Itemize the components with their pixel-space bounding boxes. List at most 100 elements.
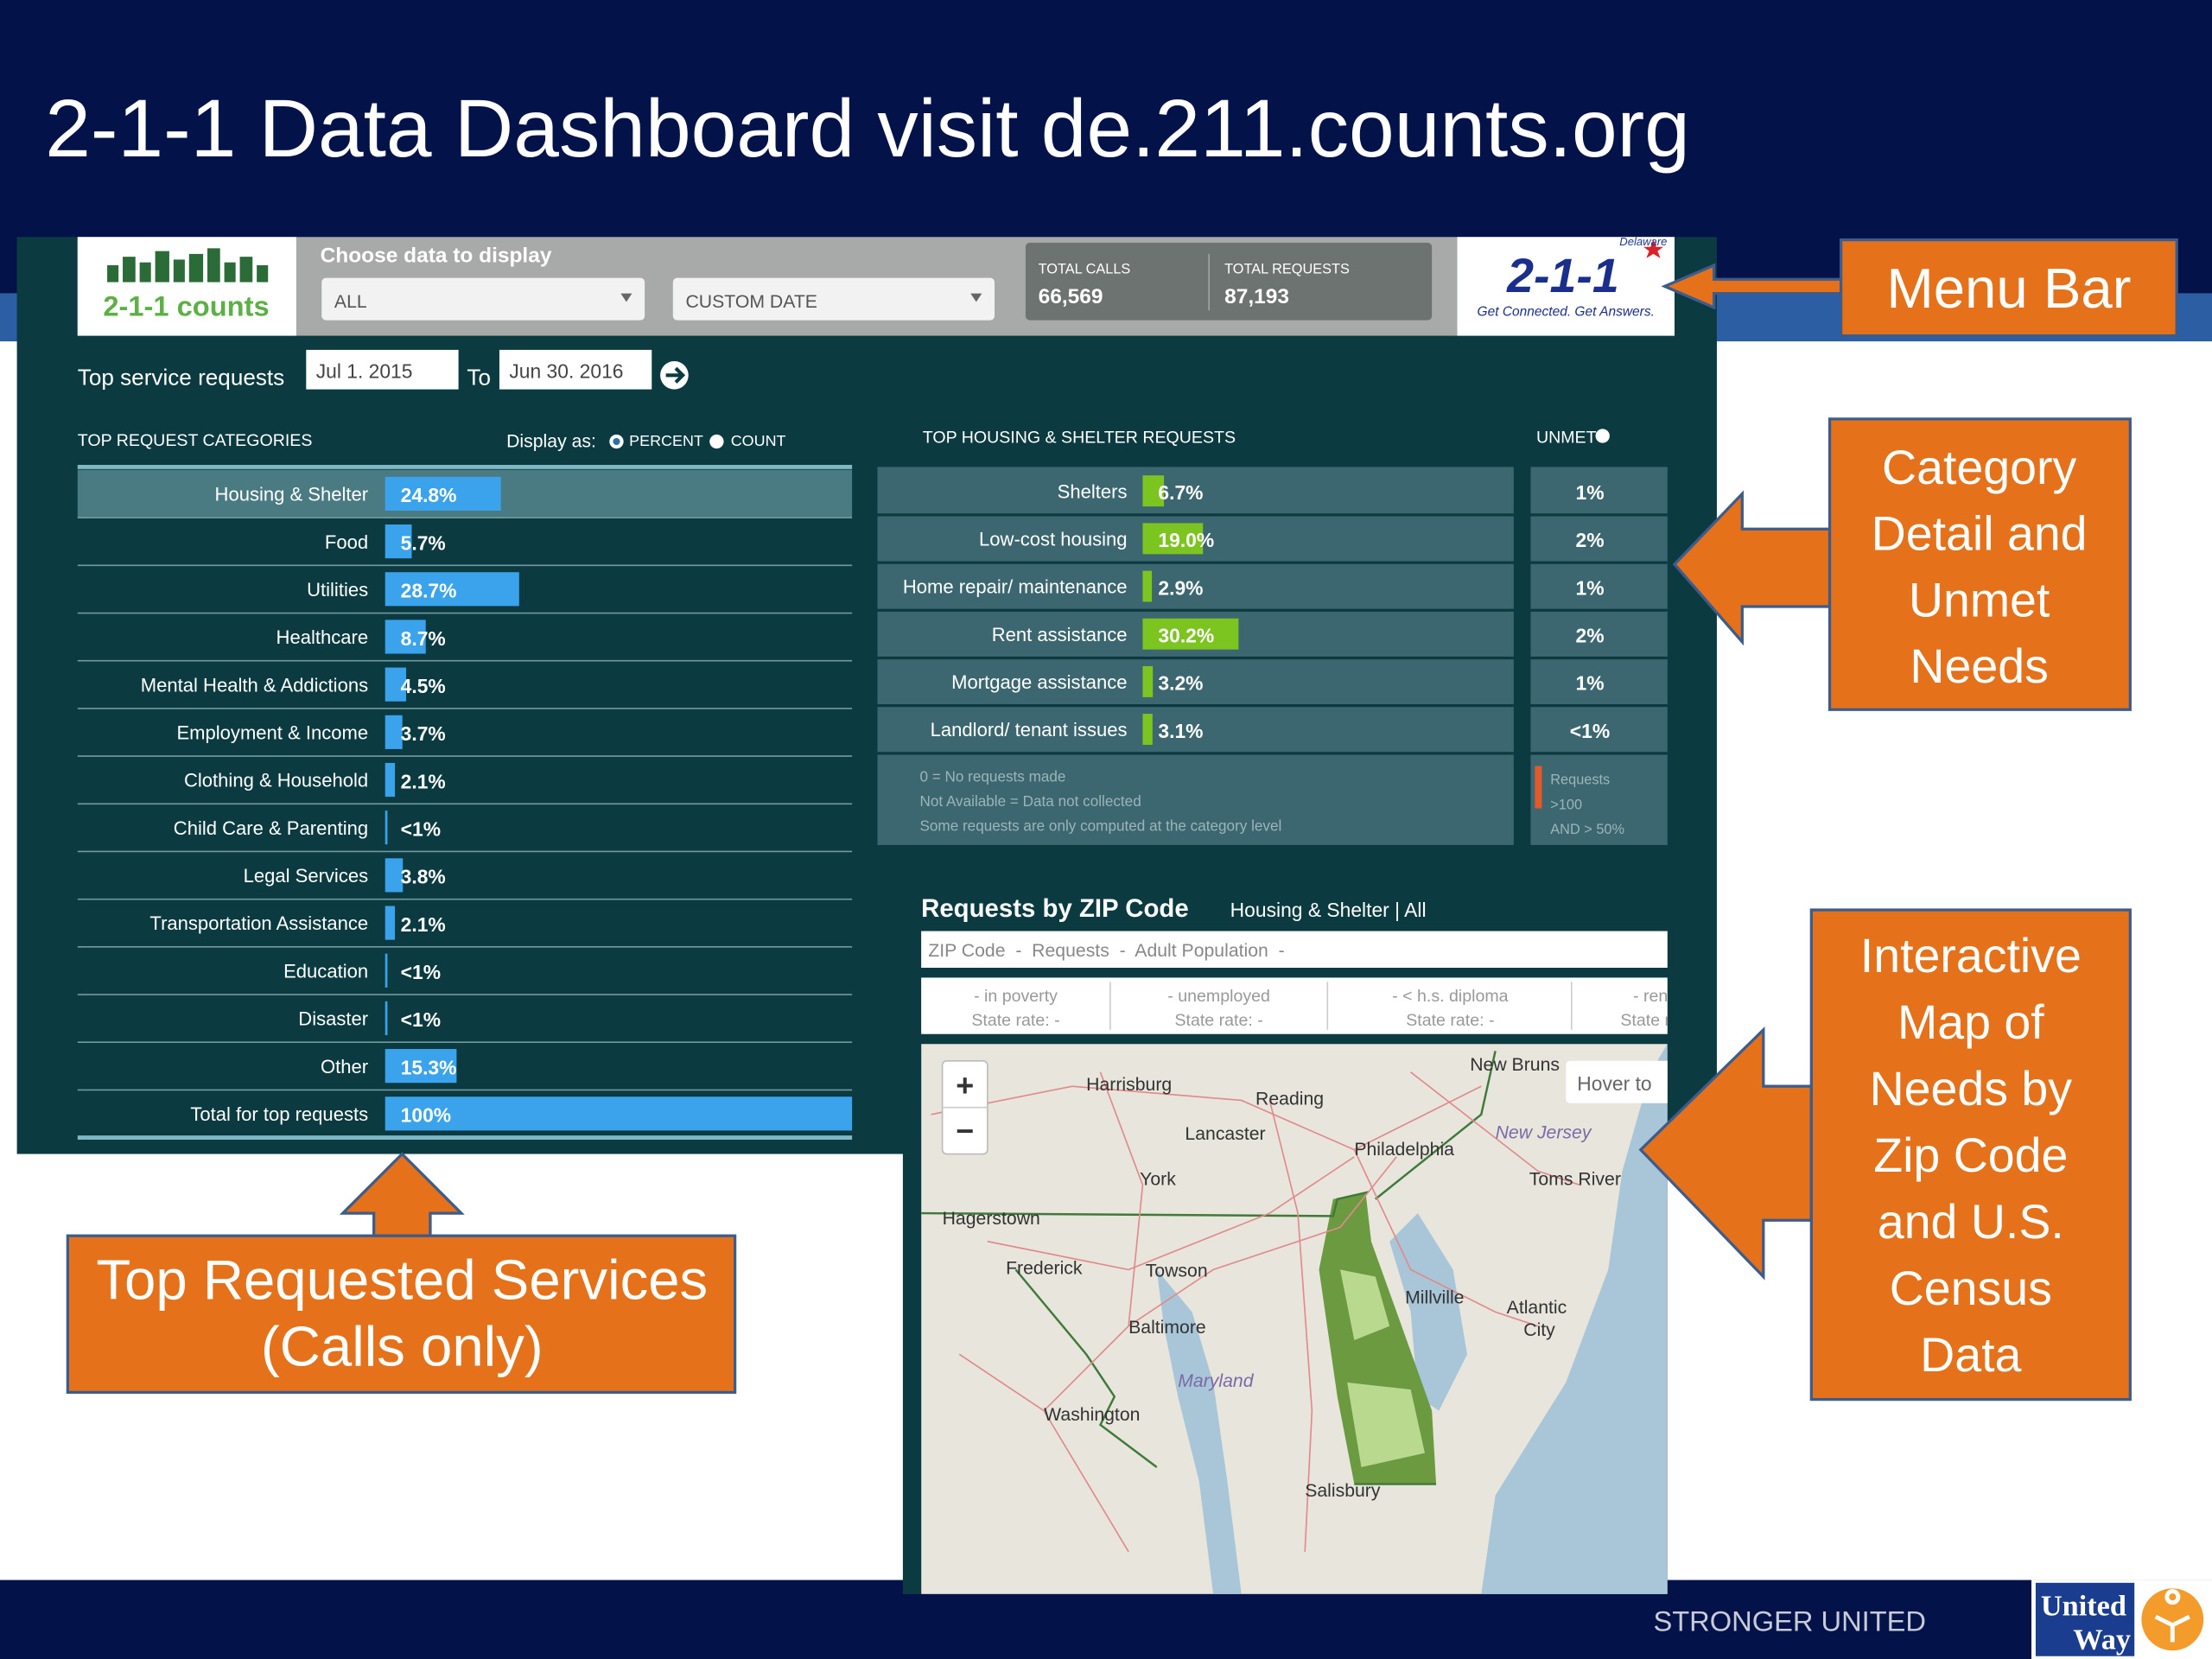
category-label: Housing & Shelter [215,484,369,505]
place-label: New Bruns [1470,1055,1560,1075]
brand-box [1457,237,1675,336]
value-label: 3.7% [401,722,446,745]
place-label: Lancaster [1185,1124,1265,1144]
unmet-value: 2% [1575,625,1604,647]
map[interactable] [921,1044,1679,1594]
place-label: New Jersey [1496,1123,1592,1143]
place-label: Philadelphia [1354,1140,1454,1160]
unmet-value: 1% [1575,576,1604,599]
value-label: 100% [401,1104,451,1127]
census-rate: State rate: - [1174,1011,1262,1030]
callout-text: Detail and [1872,507,2088,561]
census-dividers [1109,982,1573,1030]
unmet-value: 1% [1575,481,1604,504]
ocean [1481,1044,1668,1594]
section-title: TOP HOUSING & SHELTER REQUESTS [923,429,1236,448]
category-label: Employment & Income [176,722,368,744]
place-label: Reading [1255,1089,1324,1109]
value-label: 2.1% [401,770,446,792]
dropdown-arrow [970,293,982,302]
unmet-value: 2% [1575,529,1604,551]
category-label: Clothing & Household [184,770,368,791]
callout-text: and U.S. [1878,1195,2064,1249]
category-label: Other [321,1056,368,1077]
bar [385,572,519,607]
callout-text: Data [1920,1328,2021,1382]
section-title: TOP REQUEST CATEGORIES [78,431,313,450]
dropdown-value: CUSTOM DATE [685,292,817,312]
zoom-in[interactable]: + [956,1068,974,1103]
value-label: 4.5% [401,675,446,697]
value-label: 6.7% [1158,481,1203,504]
census-stat: - in poverty [974,987,1058,1006]
bar [1142,618,1239,650]
legend-swatch [1535,766,1542,809]
census-rate: State rate: - [1406,1011,1494,1030]
logo-figure [2154,1589,2190,1643]
category-label: Disaster [298,1008,368,1030]
date-input[interactable] [306,349,459,390]
bar [385,1096,853,1131]
place-label: Towson [1146,1262,1208,1281]
logo-box [77,237,296,336]
total-value: 66,569 [1039,285,1103,308]
callout-text: Map of [1897,995,2044,1049]
housing-label: Home repair/ maintenance [903,576,1128,598]
logo-text: Way [2073,1624,2131,1656]
zoom-out[interactable]: − [956,1113,974,1148]
radio[interactable] [709,434,724,449]
place-label: Maryland [1178,1371,1254,1391]
callout-text: Unmet [1909,573,2050,626]
filter-label: To [467,365,491,391]
unmet-value: <1% [1570,720,1610,742]
unmet-panel [1530,467,1668,845]
display-label: Display as: [506,432,596,452]
brand-tagline: Get Connected. Get Answers. [1478,305,1655,320]
value-label: 3.1% [1158,720,1203,742]
date-value: Jun 30. 2016 [509,360,623,383]
bar [385,953,388,988]
option: COUNT [731,432,786,449]
dropdown[interactable] [321,277,645,321]
title: 2-1-1 Data Dashboard visit de.211.counts… [45,83,1690,175]
category-label: Food [325,531,368,553]
prompt: Choose data to display [321,245,552,268]
total-label: TOTAL CALLS [1039,262,1131,277]
section-title: UNMET [1536,429,1597,448]
category-label: Mental Health & Addictions [141,674,368,696]
bar [1142,714,1153,746]
bay [1389,1213,1467,1411]
callout-box [1809,908,2132,1402]
callout-text: Zip Code [1873,1128,2068,1182]
dropdown-arrow [620,293,632,302]
callout-text: Interactive [1860,929,2082,982]
census-stat: - unemployed [1167,987,1270,1006]
housing-label: Mortgage assistance [951,671,1127,693]
date-input[interactable] [499,349,652,390]
dropdown[interactable] [672,277,995,321]
value-label: 3.8% [401,866,446,888]
zip-subtitle: Housing & Shelter | All [1230,899,1427,921]
place-label: Harrisburg [1086,1075,1172,1095]
census-rate: State rate: - [1620,1011,1708,1030]
callout-box [66,1234,737,1395]
zip-summary [921,931,1668,968]
note: 0 = No requests made [919,767,1065,785]
category-label: Healthcare [276,626,369,648]
value-label: 2.9% [1158,576,1203,599]
value-label: 3.2% [1158,672,1203,695]
callout-box [1839,238,2178,338]
bar [385,1001,388,1036]
total-label: TOTAL REQUESTS [1224,262,1350,277]
place-label: Millville [1405,1288,1464,1308]
brand-name: 2-1-1 [1506,249,1619,302]
callout-text: Top Requested Services [96,1249,708,1312]
delaware-zips [1340,1269,1425,1467]
bar [1142,475,1165,507]
place-label: Washington [1044,1405,1140,1425]
filter-label: Top service requests [78,365,284,391]
callout-text: Category [1882,441,2076,494]
housing-label: Shelters [1058,480,1128,502]
zip-summary-text: ZIP Code - Requests - Adult Population - [928,941,1284,961]
